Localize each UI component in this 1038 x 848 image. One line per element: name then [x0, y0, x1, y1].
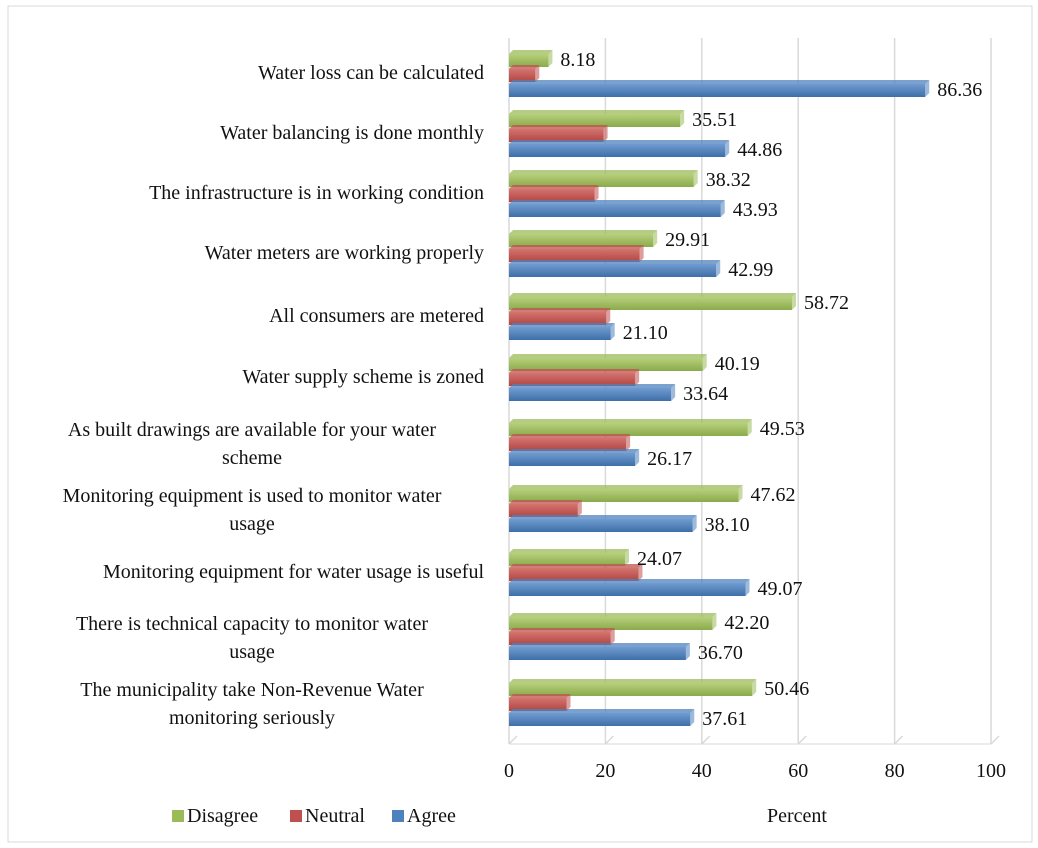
x-axis-ticks: 0 20 40 60 80 100: [504, 760, 1006, 782]
legend-label: Neutral: [305, 805, 365, 827]
value-label-agree: 33.64: [683, 383, 728, 405]
value-label-agree: 36.70: [698, 642, 743, 664]
gridline-depth: [701, 735, 711, 745]
bar-neutral: [509, 564, 643, 581]
bar-agree: [509, 80, 930, 97]
bar-agree: [509, 515, 697, 532]
value-label-agree: 42.99: [728, 259, 773, 281]
value-label-disagree: 40.19: [715, 353, 760, 375]
x-tick-label: 40: [692, 760, 712, 782]
bar-disagree: [509, 354, 707, 371]
bar-neutral: [509, 308, 611, 325]
value-label-agree: 21.10: [623, 322, 668, 344]
value-label-disagree: 47.62: [751, 484, 796, 506]
value-label-disagree: 42.20: [724, 612, 769, 634]
x-tick-label: 0: [504, 760, 514, 782]
category-label: Water meters are working properly: [205, 242, 484, 264]
x-tick-label: 60: [788, 760, 808, 782]
category-label: Monitoring equipment is used to monitor …: [63, 485, 442, 535]
bar-disagree: [509, 679, 757, 696]
value-label-disagree: 29.91: [665, 229, 710, 251]
category-label: Water loss can be calculated: [258, 62, 484, 84]
category-labels: Water loss can be calculated Water balanc…: [63, 62, 485, 729]
gridline-depth: [797, 735, 807, 745]
bar-neutral: [509, 185, 599, 202]
value-label-agree: 26.17: [647, 448, 692, 470]
legend-swatch: [290, 810, 302, 822]
value-label-agree: 44.86: [737, 139, 782, 161]
x-tick-label: 100: [976, 760, 1006, 782]
legend-swatch: [392, 810, 404, 822]
bar-neutral: [509, 628, 615, 645]
x-tick-label: 20: [595, 760, 615, 782]
x-axis-title: Percent: [767, 805, 827, 827]
category-label: All consumers are metered: [269, 305, 484, 327]
legend-label: Agree: [407, 805, 456, 827]
gridline-depth: [990, 735, 1000, 745]
bar-neutral: [509, 245, 644, 262]
bar-agree: [509, 579, 750, 596]
bar-disagree: [509, 485, 743, 502]
category-label: The infrastructure is in working conditi…: [149, 182, 484, 204]
legend-item-disagree: Disagree: [172, 805, 258, 827]
bar-neutral: [509, 369, 640, 386]
bar-neutral: [509, 125, 608, 142]
legend-swatch: [172, 810, 184, 822]
value-label-agree: 37.61: [702, 708, 747, 730]
bar-agree: [509, 140, 730, 157]
bar-disagree: [509, 293, 797, 310]
bar-agree: [509, 200, 725, 217]
bar-disagree: [509, 613, 717, 630]
value-label-agree: 38.10: [705, 514, 750, 536]
category-label: As built drawings are available for your…: [68, 419, 437, 469]
bar-agree: [509, 709, 695, 726]
value-label-agree: 86.36: [937, 79, 982, 101]
gridline-depth: [894, 735, 904, 745]
bars: [509, 50, 930, 726]
category-label: Monitoring equipment for water usage is …: [103, 561, 484, 583]
bar-disagree: [509, 549, 630, 566]
category-label: There is technical capacity to monitor w…: [76, 613, 428, 663]
value-labels: 8.18 35.51 38.32 29.91 58.72 40.19 49.53 47.62 2…: [560, 49, 982, 730]
legend-item-neutral: Neutral: [290, 805, 365, 827]
bar-disagree: [509, 419, 752, 436]
value-label-disagree: 35.51: [692, 109, 737, 131]
bar-agree: [509, 260, 721, 277]
bar-disagree: [509, 110, 685, 127]
value-label-disagree: 24.07: [637, 548, 682, 570]
category-label: Water supply scheme is zoned: [242, 366, 484, 388]
bar-agree: [509, 449, 640, 466]
category-label: Water balancing is done monthly: [220, 122, 484, 144]
bar-disagree: [509, 170, 698, 187]
value-label-agree: 43.93: [733, 199, 778, 221]
bar-disagree: [509, 230, 658, 247]
legend-label: Disagree: [187, 805, 258, 827]
gridline-depth: [604, 735, 614, 745]
x-tick-label: 80: [885, 760, 905, 782]
bar-neutral: [509, 65, 540, 82]
value-label-agree: 49.07: [758, 578, 803, 600]
gridline-depth: [508, 735, 518, 745]
value-label-disagree: 38.32: [706, 169, 751, 191]
value-label-disagree: 50.46: [764, 678, 809, 700]
bar-neutral: [509, 500, 582, 517]
legend-item-agree: Agree: [392, 805, 456, 827]
bar-agree: [509, 323, 615, 340]
bar-agree: [509, 643, 690, 660]
value-label-disagree: 8.18: [560, 49, 595, 71]
bar-disagree: [509, 50, 553, 67]
legend: Disagree Neutral Agree: [172, 805, 456, 827]
value-label-disagree: 58.72: [804, 292, 849, 314]
value-label-disagree: 49.53: [760, 418, 805, 440]
bar-agree: [509, 384, 676, 401]
bar-neutral: [509, 434, 631, 451]
bar-neutral: [509, 694, 571, 711]
category-label: The municipality take Non-Revenue Water m…: [80, 679, 424, 729]
